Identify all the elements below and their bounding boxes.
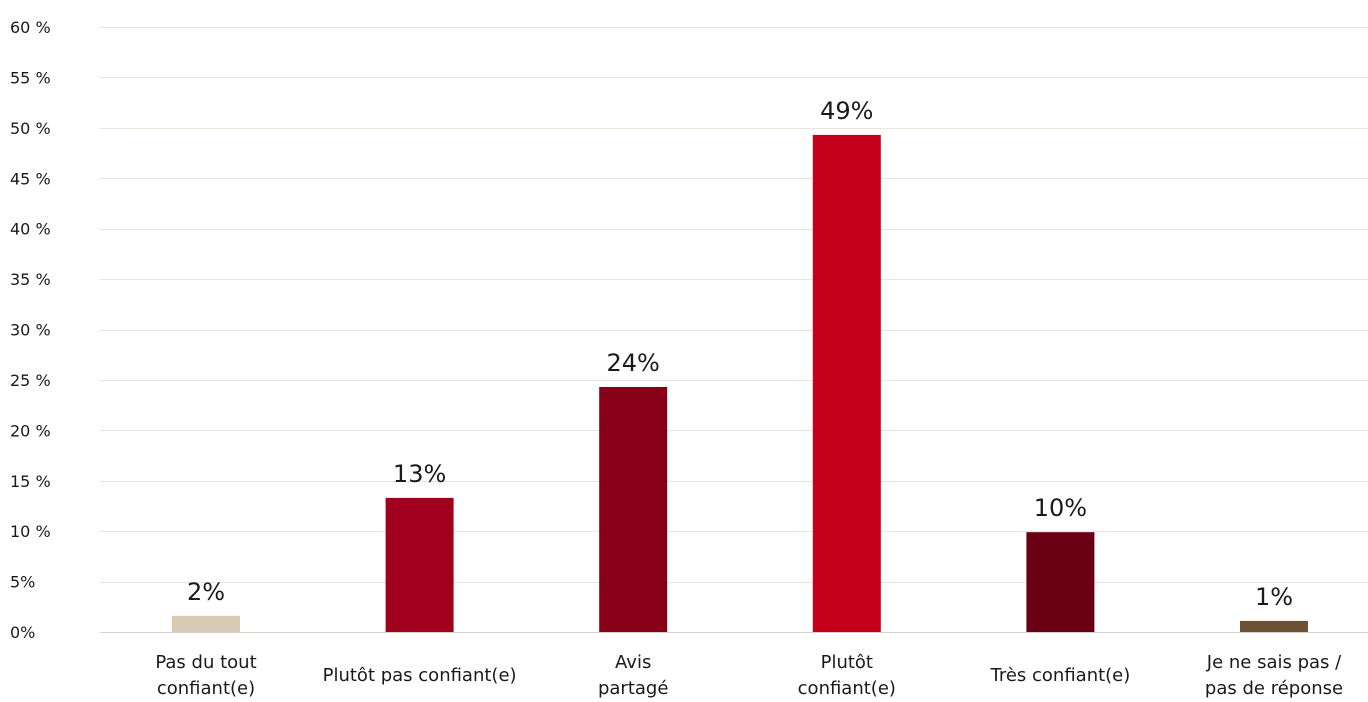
y-tick-label: 5%	[10, 573, 35, 592]
bar	[599, 386, 668, 632]
bar	[385, 497, 454, 632]
category-label: pas de réponse	[1205, 678, 1343, 699]
y-tick-label: 40 %	[10, 220, 51, 239]
y-tick-label: 35 %	[10, 270, 51, 289]
y-tick-label: 45 %	[10, 169, 51, 188]
y-tick-label: 60 %	[10, 18, 51, 37]
data-label: 10%	[1034, 494, 1087, 522]
y-tick-label: 30 %	[10, 321, 51, 340]
x-axis-category-labels: Pas du tout confiant(e) Plutôt pas confian…	[155, 652, 1343, 699]
bar	[1026, 532, 1095, 632]
bar	[172, 615, 240, 632]
category-label: Plutôt pas confiant(e)	[323, 665, 517, 686]
y-tick-label: 0%	[10, 623, 35, 642]
category-label: Très confiant(e)	[989, 665, 1130, 686]
y-tick-label: 50 %	[10, 119, 51, 138]
data-labels: 2% 13% 24% 49% 10% 1%	[187, 97, 1293, 611]
bar	[1240, 620, 1308, 632]
category-label: Pas du tout	[155, 652, 256, 673]
y-tick-label: 15 %	[10, 472, 51, 491]
bar	[812, 134, 881, 632]
gridlines	[100, 27, 1368, 633]
category-label: confiant(e)	[798, 678, 896, 699]
category-label: Je ne sais pas /	[1206, 652, 1342, 673]
y-tick-label: 10 %	[10, 522, 51, 541]
data-label: 1%	[1255, 583, 1293, 611]
data-label: 49%	[820, 97, 873, 125]
y-tick-label: 20 %	[10, 421, 51, 440]
category-label: Avis	[615, 652, 651, 673]
category-label: partagé	[598, 678, 668, 699]
data-label: 24%	[607, 349, 660, 377]
y-tick-label: 25 %	[10, 371, 51, 390]
category-label: confiant(e)	[157, 678, 255, 699]
data-label: 2%	[187, 578, 225, 606]
category-label: Plutôt	[821, 652, 873, 673]
bars	[172, 134, 1308, 632]
y-axis-tick-labels: 0% 5% 10 % 15 % 20 % 25 % 30 % 35 % 40 % 45 % 50 %…	[10, 18, 51, 642]
data-label: 13%	[393, 460, 446, 488]
y-tick-label: 55 %	[10, 68, 51, 87]
